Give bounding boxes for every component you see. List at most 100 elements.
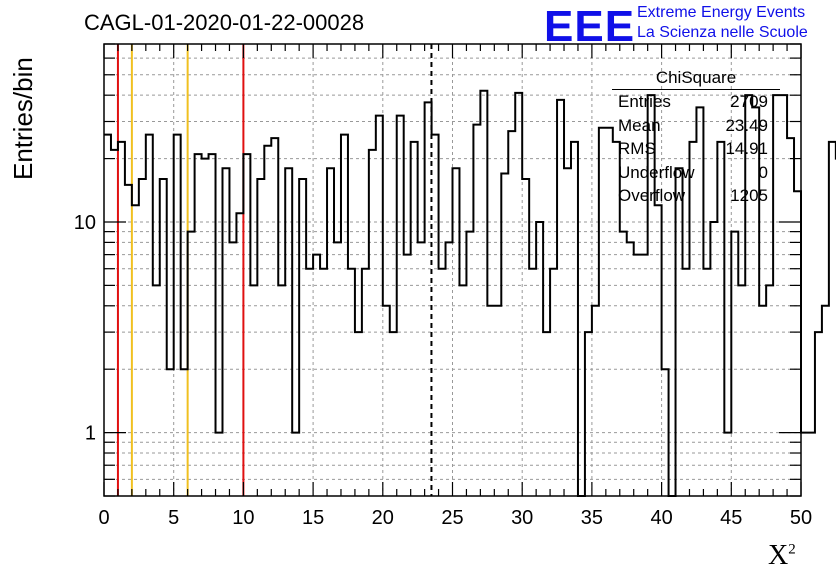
stats-key: Underflow [618, 162, 695, 182]
y-tick-label: 10 [74, 212, 96, 234]
histogram-bin [153, 285, 160, 496]
y-tick-label: 1 [85, 423, 96, 445]
histogram-bin [313, 255, 320, 496]
histogram-bin [139, 179, 146, 496]
histogram-bin [411, 142, 418, 496]
histogram-bin [160, 179, 167, 496]
histogram-bin [118, 142, 125, 496]
histogram-bin [822, 306, 829, 496]
stats-key: Mean [618, 115, 661, 135]
histogram-bin [766, 285, 773, 496]
axes [103, 43, 802, 497]
histogram-bin [794, 191, 801, 496]
histogram-bin [731, 232, 738, 496]
logo-subtitle-1: Extreme Energy Events [637, 4, 806, 21]
tick-labels: 0 5 10 15 20 25 30 35 40 45 50 1 10 [74, 212, 812, 529]
histogram-bin [369, 150, 376, 496]
stats-title: ChiSquare [612, 68, 780, 90]
stats-key: RMS [618, 139, 656, 158]
reference-lines [116, 44, 433, 496]
logo-subtitle-2: La Scienza nelle Scuole [637, 24, 808, 41]
histogram-bin [829, 142, 836, 496]
histogram-bin [306, 269, 313, 496]
stats-key: Entries [618, 92, 671, 111]
histogram-bin [522, 179, 529, 496]
histogram-bin [529, 269, 536, 496]
stats-row-rms: RMS 14.91 [610, 137, 780, 161]
histogram-bin [494, 306, 501, 496]
histogram-bin [620, 232, 627, 496]
histogram-bars [104, 89, 836, 497]
histogram-bin [320, 269, 327, 496]
x-tick-label: 40 [650, 507, 672, 529]
histogram-bin [404, 255, 411, 496]
histogram-bin [202, 159, 209, 496]
plot-title: CAGL-01-2020-01-22-00028 [84, 10, 365, 35]
x-tick-label: 25 [441, 507, 463, 529]
x-tick-label: 30 [511, 507, 533, 529]
histogram-bin [250, 285, 257, 496]
x-axis-label-exponent: 2 [788, 541, 796, 558]
stats-value: 0 [758, 162, 768, 182]
stats-box: ChiSquare Entries 2709 Mean 23.49 RMS 14.91… [610, 68, 780, 208]
histogram-bin [683, 269, 690, 496]
stats-value: 2709 [730, 92, 768, 111]
x-axis-label: X2 [768, 540, 796, 572]
histogram-bin [195, 154, 202, 496]
stats-value: 23.49 [725, 115, 768, 135]
histogram-bin [515, 93, 522, 496]
x-tick-label: 0 [98, 507, 109, 529]
histogram-bin [132, 205, 139, 496]
stats-row-mean: Mean 23.49 [610, 114, 780, 138]
histogram-bin [383, 306, 390, 496]
histogram-bin [299, 179, 306, 496]
histogram-bin [362, 269, 369, 496]
x-tick-label: 35 [581, 507, 603, 529]
x-tick-label: 5 [168, 507, 179, 529]
histogram-bin [209, 154, 216, 496]
histogram-bin [439, 269, 446, 496]
x-axis-label-base: X [768, 540, 789, 571]
histogram-bin [257, 179, 264, 496]
stats-value: 14.91 [725, 139, 768, 158]
histogram-step-line [104, 89, 836, 497]
histogram-bin [355, 332, 362, 496]
histogram-bin [236, 213, 243, 496]
histogram-bin [599, 128, 606, 496]
histogram-bin [243, 154, 250, 496]
histogram-bin [459, 285, 466, 496]
histogram-bin [759, 306, 766, 496]
histogram-bin [634, 255, 641, 496]
histogram-bin [550, 269, 557, 496]
y-axis-label: Entries/bin [8, 57, 38, 180]
x-tick-label: 10 [232, 507, 254, 529]
histogram-bin [508, 131, 515, 496]
histogram-bin [543, 332, 550, 496]
stats-value: 1205 [730, 186, 768, 205]
stats-row-underflow: Underflow 0 [610, 161, 780, 185]
stats-row-entries: Entries 2709 [610, 90, 780, 114]
x-tick-label: 50 [790, 507, 812, 529]
histogram-bin [738, 285, 745, 496]
histogram-bin [111, 150, 118, 496]
histogram-bin [655, 205, 662, 496]
histogram-bin [585, 332, 592, 496]
stats-row-overflow: Overflow 1205 [610, 184, 780, 208]
histogram-bin [466, 232, 473, 496]
histogram-bin [801, 433, 808, 496]
x-tick-label: 20 [372, 507, 394, 529]
histogram-bin [473, 125, 480, 496]
histogram-bin [264, 146, 271, 496]
histogram-bin [815, 332, 822, 496]
histogram-bin [557, 100, 564, 496]
histogram-bin [808, 433, 815, 496]
stats-key: Overflow [618, 186, 686, 205]
x-tick-label: 45 [720, 507, 742, 529]
histogram-bin [571, 142, 578, 496]
histogram-bin [348, 269, 355, 496]
histogram-bin [188, 232, 195, 496]
eee-logo: EEE [544, 2, 636, 51]
histogram-bin [703, 269, 710, 496]
histogram-bin [487, 306, 494, 496]
